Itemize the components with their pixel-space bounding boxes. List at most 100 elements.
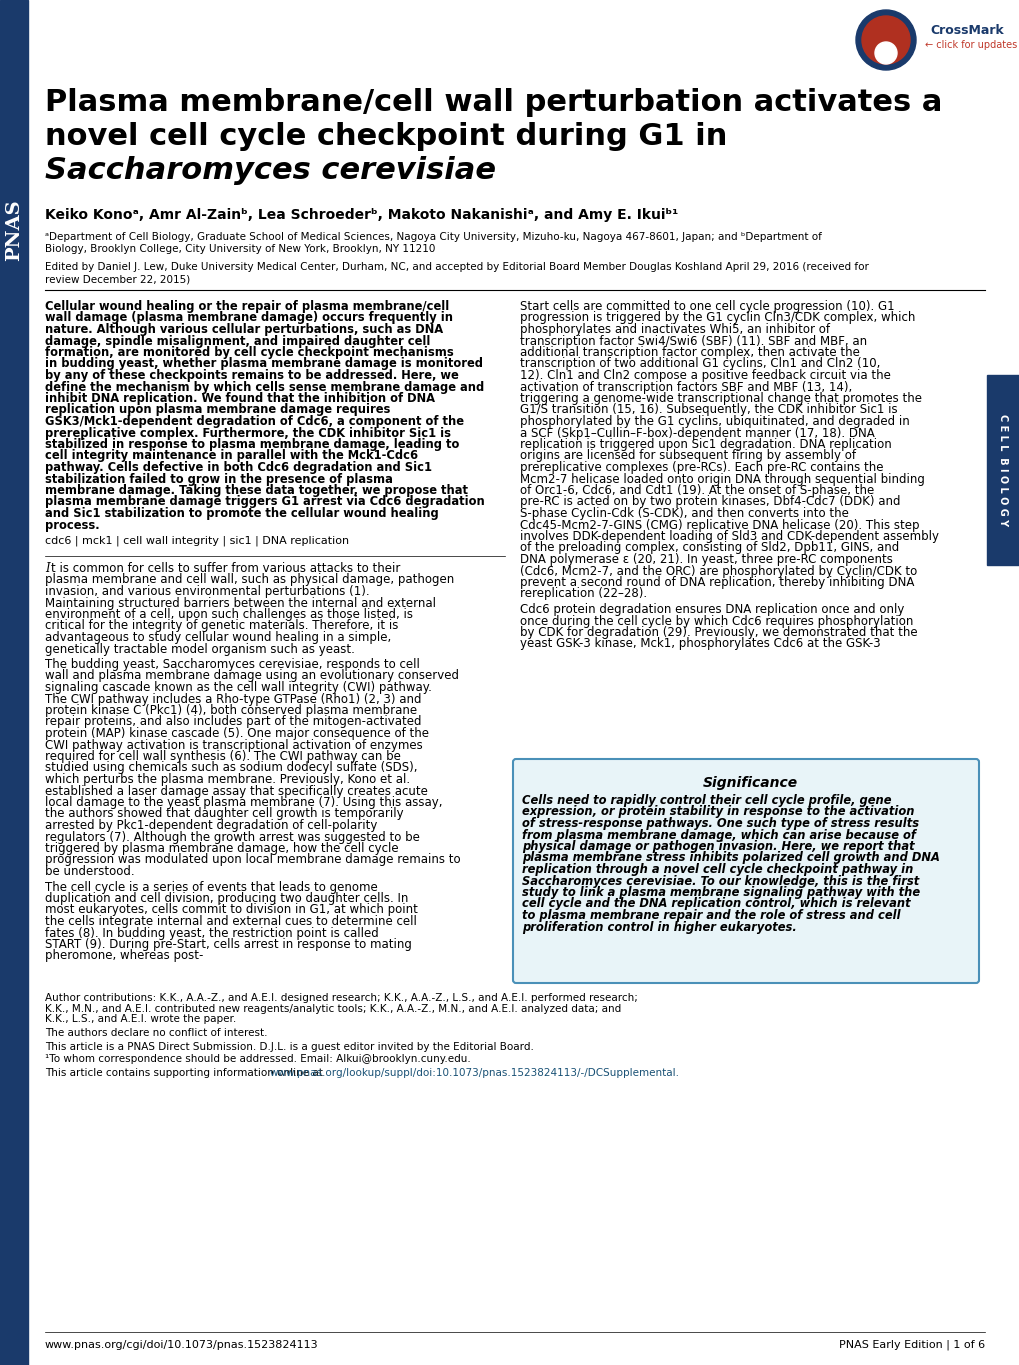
- Text: pheromone, whereas post-: pheromone, whereas post-: [45, 950, 203, 962]
- Text: required for cell wall synthesis (6). The CWI pathway can be: required for cell wall synthesis (6). Th…: [45, 749, 400, 763]
- Text: by any of these checkpoints remains to be addressed. Here, we: by any of these checkpoints remains to b…: [45, 369, 459, 382]
- Text: Maintaining structured barriers between the internal and external: Maintaining structured barriers between …: [45, 597, 435, 610]
- Text: triggering a genome-wide transcriptional change that promotes the: triggering a genome-wide transcriptional…: [520, 392, 921, 405]
- Text: stabilized in response to plasma membrane damage, leading to: stabilized in response to plasma membran…: [45, 438, 459, 450]
- Text: phosphorylates and inactivates Whi5, an inhibitor of: phosphorylates and inactivates Whi5, an …: [520, 324, 829, 336]
- Text: K.K., M.N., and A.E.I. contributed new reagents/analytic tools; K.K., A.A.-Z., M: K.K., M.N., and A.E.I. contributed new r…: [45, 1003, 621, 1013]
- Text: Cellular wound healing or the repair of plasma membrane/cell: Cellular wound healing or the repair of …: [45, 300, 448, 313]
- Text: S-phase Cyclin-Cdk (S-CDK), and then converts into the: S-phase Cyclin-Cdk (S-CDK), and then con…: [520, 506, 848, 520]
- Text: cell integrity maintenance in parallel with the Mck1-Cdc6: cell integrity maintenance in parallel w…: [45, 449, 418, 463]
- Text: formation, are monitored by cell cycle checkpoint mechanisms: formation, are monitored by cell cycle c…: [45, 345, 453, 359]
- Text: studied using chemicals such as sodium dodecyl sulfate (SDS),: studied using chemicals such as sodium d…: [45, 762, 417, 774]
- Text: of stress-response pathways. One such type of stress results: of stress-response pathways. One such ty…: [522, 818, 918, 830]
- Text: nature. Although various cellular perturbations, such as DNA: nature. Although various cellular pertur…: [45, 324, 442, 336]
- Text: Author contributions: K.K., A.A.-Z., and A.E.I. designed research; K.K., A.A.-Z.: Author contributions: K.K., A.A.-Z., and…: [45, 992, 637, 1003]
- Text: novel cell cycle checkpoint during G1 in: novel cell cycle checkpoint during G1 in: [45, 121, 727, 152]
- Text: (Cdc6, Mcm2-7, and the ORC) are phosphorylated by Cyclin/CDK to: (Cdc6, Mcm2-7, and the ORC) are phosphor…: [520, 565, 916, 577]
- Text: critical for the integrity of genetic materials. Therefore, it is: critical for the integrity of genetic ma…: [45, 620, 398, 632]
- Text: involves DDK-dependent loading of Sld3 and CDK-dependent assembly: involves DDK-dependent loading of Sld3 a…: [520, 530, 938, 543]
- Text: GSK3/Mck1-dependent degradation of Cdc6, a component of the: GSK3/Mck1-dependent degradation of Cdc6,…: [45, 415, 464, 429]
- Text: environment of a cell, upon such challenges as those listed, is: environment of a cell, upon such challen…: [45, 607, 413, 621]
- Text: physical damage or pathogen invasion. Here, we report that: physical damage or pathogen invasion. He…: [522, 839, 914, 853]
- Text: fates (8). In budding yeast, the restriction point is called: fates (8). In budding yeast, the restric…: [45, 927, 378, 939]
- Text: expression, or protein stability in response to the activation: expression, or protein stability in resp…: [522, 805, 914, 819]
- Text: 12). Cln1 and Cln2 compose a positive feedback circuit via the: 12). Cln1 and Cln2 compose a positive fe…: [520, 369, 890, 382]
- Text: invasion, and various environmental perturbations (1).: invasion, and various environmental pert…: [45, 586, 369, 598]
- Text: repair proteins, and also includes part of the mitogen-activated: repair proteins, and also includes part …: [45, 715, 421, 729]
- Text: prereplicative complexes (pre-RCs). Each pre-RC contains the: prereplicative complexes (pre-RCs). Each…: [520, 461, 882, 474]
- Text: transcription factor Swi4/Swi6 (SBF) (11). SBF and MBF, an: transcription factor Swi4/Swi6 (SBF) (11…: [520, 334, 866, 348]
- Text: cdc6 | mck1 | cell wall integrity | sic1 | DNA replication: cdc6 | mck1 | cell wall integrity | sic1…: [45, 536, 348, 546]
- Text: This article is a PNAS Direct Submission. D.J.L. is a guest editor invited by th: This article is a PNAS Direct Submission…: [45, 1041, 533, 1051]
- Text: This article contains supporting information online at: This article contains supporting informa…: [45, 1067, 326, 1077]
- Text: most eukaryotes, cells commit to division in G1, at which point: most eukaryotes, cells commit to divisio…: [45, 904, 418, 916]
- Text: rereplication (22–28).: rereplication (22–28).: [520, 587, 646, 601]
- Text: signaling cascade known as the cell wall integrity (CWI) pathway.: signaling cascade known as the cell wall…: [45, 681, 431, 693]
- Text: replication upon plasma membrane damage requires: replication upon plasma membrane damage …: [45, 404, 390, 416]
- Text: Edited by Daniel J. Lew, Duke University Medical Center, Durham, NC, and accepte: Edited by Daniel J. Lew, Duke University…: [45, 262, 868, 272]
- Text: cell cycle and the DNA replication control, which is relevant: cell cycle and the DNA replication contr…: [522, 898, 910, 910]
- Text: duplication and cell division, producing two daughter cells. In: duplication and cell division, producing…: [45, 891, 408, 905]
- Text: progression is triggered by the G1 cyclin Cln3/CDK complex, which: progression is triggered by the G1 cycli…: [520, 311, 914, 325]
- Text: t is common for cells to suffer from various attacks to their: t is common for cells to suffer from var…: [51, 562, 400, 575]
- Text: a SCF (Skp1–Cullin–F-box)-dependent manner (17, 18). DNA: a SCF (Skp1–Cullin–F-box)-dependent mann…: [520, 426, 874, 440]
- Text: the cells integrate internal and external cues to determine cell: the cells integrate internal and externa…: [45, 915, 417, 928]
- Circle shape: [874, 42, 896, 64]
- Text: replication through a novel cell cycle checkpoint pathway in: replication through a novel cell cycle c…: [522, 863, 912, 876]
- Text: advantageous to study cellular wound healing in a simple,: advantageous to study cellular wound hea…: [45, 631, 391, 644]
- Text: plasma membrane damage triggers G1 arrest via Cdc6 degradation: plasma membrane damage triggers G1 arres…: [45, 495, 484, 509]
- Text: ← click for updates: ← click for updates: [924, 40, 1016, 51]
- Text: membrane damage. Taking these data together, we propose that: membrane damage. Taking these data toget…: [45, 485, 468, 497]
- Text: Mcm2-7 helicase loaded onto origin DNA through sequential binding: Mcm2-7 helicase loaded onto origin DNA t…: [520, 472, 924, 486]
- Bar: [986, 375, 1019, 565]
- Text: which perturbs the plasma membrane. Previously, Kono et al.: which perturbs the plasma membrane. Prev…: [45, 773, 410, 786]
- Text: be understood.: be understood.: [45, 865, 135, 878]
- Text: once during the cell cycle by which Cdc6 requires phosphorylation: once during the cell cycle by which Cdc6…: [520, 614, 912, 628]
- Text: START (9). During pre-Start, cells arrest in response to mating: START (9). During pre-Start, cells arres…: [45, 938, 412, 951]
- Bar: [0, 0, 28, 1365]
- Text: www.pnas.org/cgi/doi/10.1073/pnas.1523824113: www.pnas.org/cgi/doi/10.1073/pnas.152382…: [45, 1340, 318, 1350]
- Text: Significance: Significance: [702, 775, 797, 790]
- Text: triggered by plasma membrane damage, how the cell cycle: triggered by plasma membrane damage, how…: [45, 842, 398, 854]
- Text: Keiko Konoᵃ, Amr Al-Zainᵇ, Lea Schroederᵇ, Makoto Nakanishiᵃ, and Amy E. Ikuiᵇ¹: Keiko Konoᵃ, Amr Al-Zainᵇ, Lea Schroeder…: [45, 207, 678, 222]
- Text: The authors declare no conflict of interest.: The authors declare no conflict of inter…: [45, 1028, 267, 1039]
- Text: Plasma membrane/cell wall perturbation activates a: Plasma membrane/cell wall perturbation a…: [45, 87, 942, 117]
- Text: DNA polymerase ε (20, 21). In yeast, three pre-RC components: DNA polymerase ε (20, 21). In yeast, thr…: [520, 553, 892, 566]
- Text: in budding yeast, whether plasma membrane damage is monitored: in budding yeast, whether plasma membran…: [45, 358, 483, 370]
- Text: phosphorylated by the G1 cyclins, ubiquitinated, and degraded in: phosphorylated by the G1 cyclins, ubiqui…: [520, 415, 909, 429]
- Text: The CWI pathway includes a Rho-type GTPase (Rho1) (2, 3) and: The CWI pathway includes a Rho-type GTPa…: [45, 692, 421, 706]
- Text: progression was modulated upon local membrane damage remains to: progression was modulated upon local mem…: [45, 853, 461, 867]
- Circle shape: [855, 10, 915, 70]
- Text: proliferation control in higher eukaryotes.: proliferation control in higher eukaryot…: [522, 920, 796, 934]
- Text: plasma membrane stress inhibits polarized cell growth and DNA: plasma membrane stress inhibits polarize…: [522, 852, 938, 864]
- Text: additional transcription factor complex, then activate the: additional transcription factor complex,…: [520, 345, 859, 359]
- Text: Saccharomyces cerevisiae. To our knowledge, this is the first: Saccharomyces cerevisiae. To our knowled…: [522, 875, 918, 887]
- Text: wall damage (plasma membrane damage) occurs frequently in: wall damage (plasma membrane damage) occ…: [45, 311, 452, 325]
- Text: The budding yeast, Saccharomyces cerevisiae, responds to cell: The budding yeast, Saccharomyces cerevis…: [45, 658, 420, 672]
- Text: Cdc6 protein degradation ensures DNA replication once and only: Cdc6 protein degradation ensures DNA rep…: [520, 603, 904, 616]
- Text: pre-RC is acted on by two protein kinases, Dbf4-Cdc7 (DDK) and: pre-RC is acted on by two protein kinase…: [520, 495, 900, 509]
- Text: Cells need to rapidly control their cell cycle profile, gene: Cells need to rapidly control their cell…: [522, 794, 891, 807]
- Text: C E L L  B I O L O G Y: C E L L B I O L O G Y: [997, 414, 1007, 526]
- Text: CrossMark: CrossMark: [929, 23, 1003, 37]
- Text: activation of transcription factors SBF and MBF (13, 14),: activation of transcription factors SBF …: [520, 381, 852, 393]
- Text: Biology, Brooklyn College, City University of New York, Brooklyn, NY 11210: Biology, Brooklyn College, City Universi…: [45, 244, 435, 254]
- Text: K.K., L.S., and A.E.I. wrote the paper.: K.K., L.S., and A.E.I. wrote the paper.: [45, 1014, 236, 1024]
- Text: Cdc45-Mcm2-7-GINS (CMG) replicative DNA helicase (20). This step: Cdc45-Mcm2-7-GINS (CMG) replicative DNA …: [520, 519, 918, 531]
- Text: ᵃDepartment of Cell Biology, Graduate School of Medical Sciences, Nagoya City Un: ᵃDepartment of Cell Biology, Graduate Sc…: [45, 232, 821, 242]
- Text: www.pnas.org/lookup/suppl/doi:10.1073/pnas.1523824113/-/DCSupplemental.: www.pnas.org/lookup/suppl/doi:10.1073/pn…: [269, 1067, 679, 1077]
- Text: inhibit DNA replication. We found that the inhibition of DNA: inhibit DNA replication. We found that t…: [45, 392, 434, 405]
- Text: regulators (7). Although the growth arrest was suggested to be: regulators (7). Although the growth arre…: [45, 830, 420, 844]
- Text: study to link a plasma membrane signaling pathway with the: study to link a plasma membrane signalin…: [522, 886, 919, 900]
- Text: and Sic1 stabilization to promote the cellular wound healing: and Sic1 stabilization to promote the ce…: [45, 506, 438, 520]
- Text: by CDK for degradation (29). Previously, we demonstrated that the: by CDK for degradation (29). Previously,…: [520, 627, 917, 639]
- Text: PNAS: PNAS: [5, 199, 23, 261]
- Text: transcription of two additional G1 cyclins, Cln1 and Cln2 (10,: transcription of two additional G1 cycli…: [520, 358, 879, 370]
- Text: G1/S transition (15, 16). Subsequently, the CDK inhibitor Sic1 is: G1/S transition (15, 16). Subsequently, …: [520, 404, 897, 416]
- Text: The cell cycle is a series of events that leads to genome: The cell cycle is a series of events tha…: [45, 880, 377, 894]
- Text: protein (MAP) kinase cascade (5). One major consequence of the: protein (MAP) kinase cascade (5). One ma…: [45, 728, 429, 740]
- Text: established a laser damage assay that specifically creates acute: established a laser damage assay that sp…: [45, 785, 427, 797]
- Text: local damage to the yeast plasma membrane (7). Using this assay,: local damage to the yeast plasma membran…: [45, 796, 442, 809]
- Circle shape: [861, 16, 909, 64]
- Text: replication is triggered upon Sic1 degradation. DNA replication: replication is triggered upon Sic1 degra…: [520, 438, 891, 450]
